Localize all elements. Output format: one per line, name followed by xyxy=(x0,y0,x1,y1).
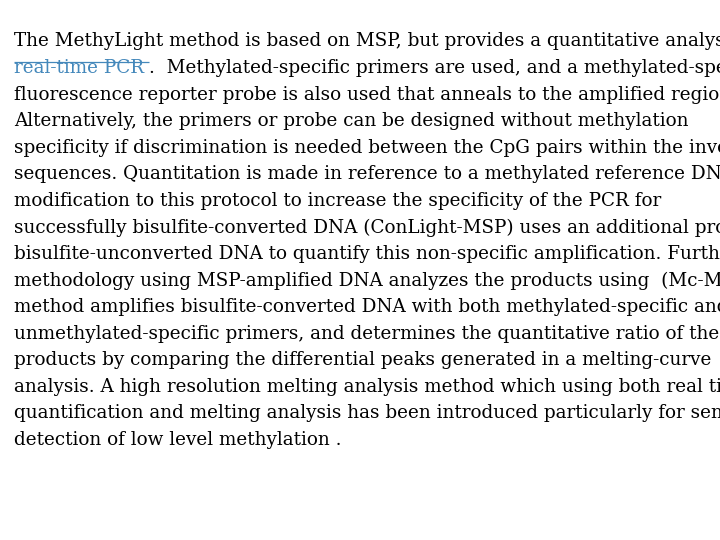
Text: Alternatively, the primers or probe can be designed without methylation: Alternatively, the primers or probe can … xyxy=(14,112,688,130)
Text: unmethylated-specific primers, and determines the quantitative ratio of the two: unmethylated-specific primers, and deter… xyxy=(14,325,720,343)
Text: products by comparing the differential peaks generated in a melting-curve: products by comparing the differential p… xyxy=(14,352,711,369)
Text: specificity if discrimination is needed between the CpG pairs within the involve: specificity if discrimination is needed … xyxy=(14,139,720,157)
Text: successfully bisulfite-converted DNA (ConLight-MSP) uses an additional probe to: successfully bisulfite-converted DNA (Co… xyxy=(14,218,720,237)
Text: analysis. A high resolution melting analysis method which using both real time: analysis. A high resolution melting anal… xyxy=(14,378,720,396)
Text: The MethyLight method is based on MSP, but provides a quantitative analysis usin: The MethyLight method is based on MSP, b… xyxy=(14,32,720,50)
Text: detection of low level methylation .: detection of low level methylation . xyxy=(14,431,341,449)
Text: quantification and melting analysis has been introduced particularly for sensiti: quantification and melting analysis has … xyxy=(14,404,720,422)
Text: bisulfite-unconverted DNA to quantify this non-specific amplification. Further: bisulfite-unconverted DNA to quantify th… xyxy=(14,245,720,263)
Text: methodology using MSP-amplified DNA analyzes the products using  (Mc-MSP). This: methodology using MSP-amplified DNA anal… xyxy=(14,272,720,290)
Text: fluorescence reporter probe is also used that anneals to the amplified region.: fluorescence reporter probe is also used… xyxy=(14,85,720,104)
Text: real-time PCR: real-time PCR xyxy=(14,59,144,77)
Text: modification to this protocol to increase the specificity of the PCR for: modification to this protocol to increas… xyxy=(14,192,661,210)
Text: sequences. Quantitation is made in reference to a methylated reference DNA. A: sequences. Quantitation is made in refer… xyxy=(14,165,720,183)
Text: .  Methylated-specific primers are used, and a methylated-specific: . Methylated-specific primers are used, … xyxy=(148,59,720,77)
Text: method amplifies bisulfite-converted DNA with both methylated-specific and: method amplifies bisulfite-converted DNA… xyxy=(14,298,720,316)
